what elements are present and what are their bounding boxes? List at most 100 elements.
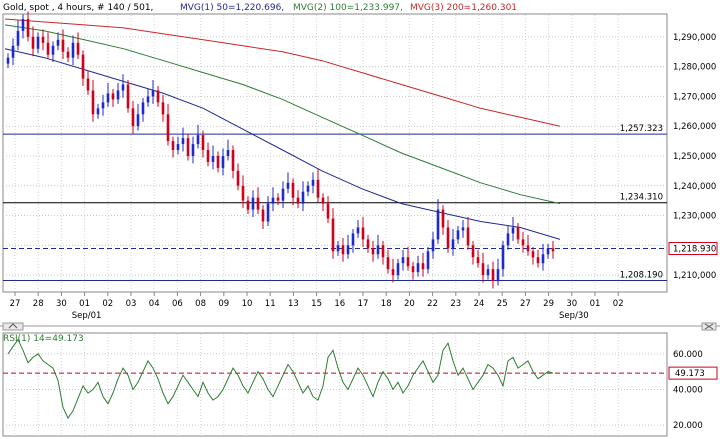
- date-tick-label: 27: [10, 299, 21, 309]
- date-tick-label: 09: [218, 299, 229, 309]
- date-tick-label: 17: [358, 299, 369, 309]
- rsi-grid: 60.000 40.000 20.000 49.173: [3, 334, 718, 435]
- candle: [76, 32, 80, 60]
- candle: [171, 136, 175, 158]
- candle: [16, 20, 20, 51]
- candle: [206, 142, 210, 167]
- candle: [316, 169, 320, 203]
- month-label: Sep/01: [72, 311, 102, 321]
- candle: [156, 85, 160, 107]
- candle: [161, 94, 165, 122]
- price-tick-label: 1,270,000: [673, 92, 716, 102]
- rsi-panel: [2, 332, 668, 437]
- header-instrument: Gold, spot , 4 hours, # 140 / 501,: [3, 3, 153, 13]
- candle: [166, 103, 170, 146]
- candle: [516, 222, 520, 244]
- price-tick-label: 1,280,000: [673, 63, 716, 73]
- candle: [41, 29, 45, 51]
- date-tick-label: 01: [79, 299, 90, 309]
- price-tick-label: 1,230,000: [673, 212, 716, 222]
- candle: [176, 136, 180, 155]
- candle: [381, 240, 385, 265]
- candle: [511, 217, 515, 241]
- ma-line-2: [4, 24, 561, 205]
- candle: [56, 32, 60, 51]
- candle: [541, 243, 545, 271]
- candle: [26, 11, 30, 42]
- candle: [321, 193, 325, 212]
- candle: [191, 136, 195, 164]
- price-tick-label: 1,210,000: [673, 271, 716, 281]
- candle: [481, 252, 485, 283]
- candle: [421, 252, 425, 277]
- candle: [106, 83, 110, 107]
- date-tick-label: 25: [497, 299, 508, 309]
- candle: [406, 246, 410, 271]
- header-mvg1: MVG(1) 50=1,220.696,: [180, 3, 284, 13]
- level-label-level_4: 1,208.190: [620, 270, 663, 280]
- rsi-value-box: [668, 366, 718, 380]
- candle: [126, 80, 130, 113]
- candle: [246, 196, 250, 215]
- date-tick-label: 10: [242, 299, 253, 309]
- candle: [71, 35, 75, 66]
- candle: [301, 181, 305, 212]
- date-tick-label: 01: [590, 299, 601, 309]
- candle: [146, 88, 150, 107]
- candle: [261, 205, 265, 229]
- candle: [251, 190, 255, 218]
- date-tick-label: 28: [33, 299, 44, 309]
- price-grid: [3, 15, 667, 291]
- candle: [201, 130, 205, 158]
- ma-line-3: [4, 18, 561, 127]
- level-label-level_2: 1,234.310: [620, 193, 663, 203]
- candle: [446, 220, 450, 253]
- price-tick-label: 1,290,000: [673, 33, 716, 43]
- candle: [351, 228, 355, 253]
- candle: [456, 225, 460, 244]
- date-tick-label: 27: [520, 299, 531, 309]
- candle: [416, 255, 420, 277]
- date-tick-label: 02: [613, 299, 624, 309]
- candle: [331, 208, 335, 259]
- date-tick-label: 18: [381, 299, 392, 309]
- candle: [236, 163, 240, 191]
- candle: [531, 246, 535, 265]
- date-tick-label: 24: [474, 299, 485, 309]
- candle: [111, 88, 115, 107]
- date-axis: 27 28 30 01 02 03 04 06 08 09 10 11 13 15 16 17 18 20 22 23…: [3, 291, 667, 321]
- candle: [306, 181, 310, 197]
- candle: [211, 145, 215, 170]
- candle: [336, 240, 340, 256]
- candle: [466, 217, 470, 250]
- date-tick-label: 13: [288, 299, 299, 309]
- candle: [536, 249, 540, 268]
- level-label-level_1: 1,257.323: [620, 124, 663, 134]
- date-tick-label: 03: [126, 299, 137, 309]
- candle: [226, 139, 230, 161]
- candle: [341, 237, 345, 262]
- candle: [546, 243, 550, 259]
- month-label: Sep/30: [559, 311, 589, 321]
- candle: [116, 83, 120, 104]
- date-tick-label: 02: [102, 299, 113, 309]
- candle: [311, 172, 315, 194]
- candle: [506, 225, 510, 250]
- candle: [141, 97, 145, 122]
- date-tick-label: 08: [195, 299, 206, 309]
- date-tick-label: 22: [427, 299, 438, 309]
- candle: [496, 258, 500, 286]
- candle: [471, 240, 475, 265]
- rsi-value-label: 49.173: [675, 369, 705, 379]
- close-panel-icon[interactable]: [701, 322, 717, 331]
- candle: [486, 264, 490, 280]
- candle: [296, 190, 300, 209]
- collapse-icon[interactable]: [2, 322, 24, 331]
- price-panel: [2, 13, 668, 293]
- price-tick-label: 1,240,000: [673, 182, 716, 192]
- header-mvg2: MVG(2) 100=1,233.997,: [293, 3, 403, 13]
- date-tick-label: 11: [265, 299, 276, 309]
- candle: [196, 124, 200, 149]
- candle: [411, 261, 415, 280]
